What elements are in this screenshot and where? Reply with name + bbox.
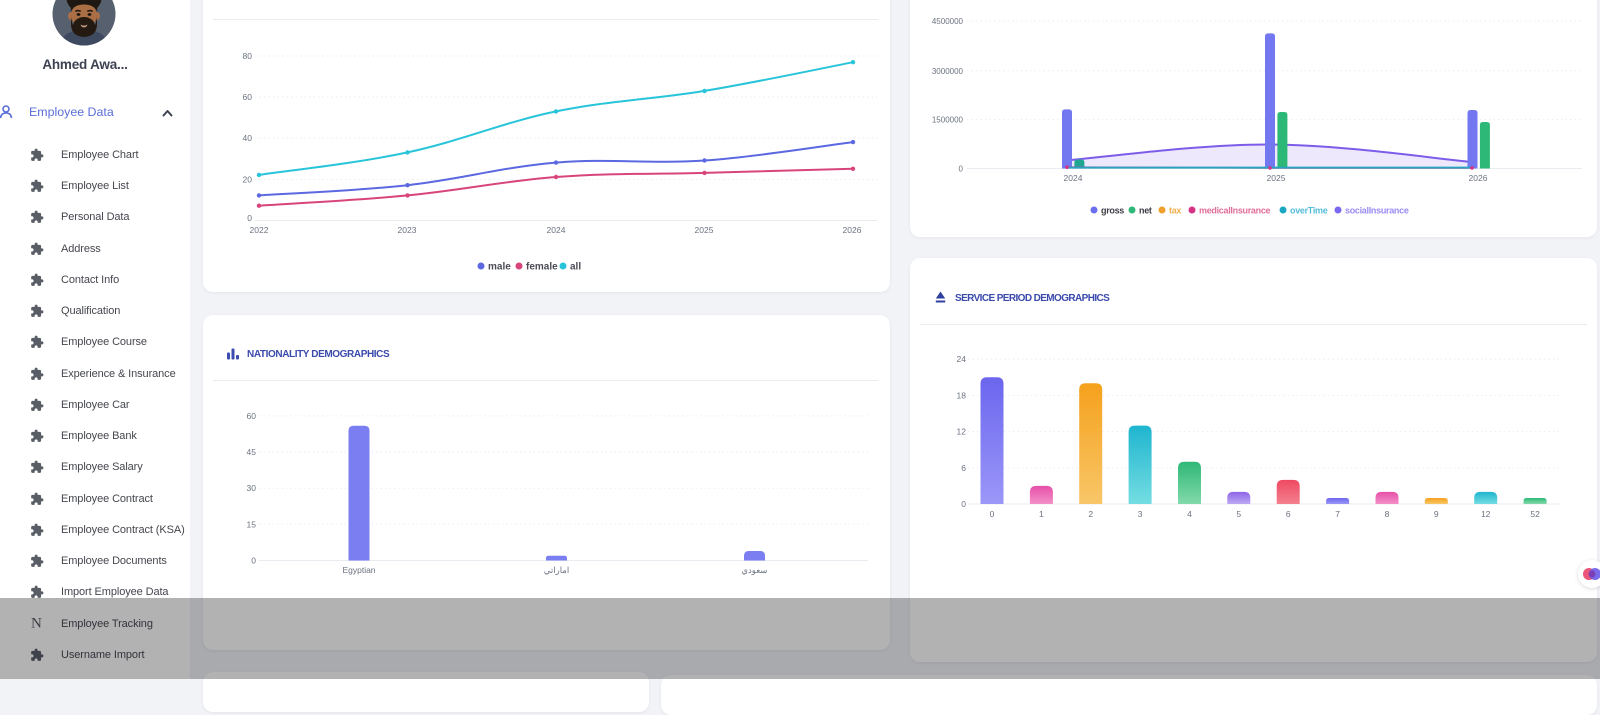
svg-text:6: 6 — [961, 463, 966, 473]
svg-text:80: 80 — [243, 51, 253, 61]
svg-text:6: 6 — [1286, 509, 1291, 519]
svg-text:0: 0 — [990, 509, 995, 519]
svg-text:1500000: 1500000 — [932, 116, 964, 125]
svg-text:2024: 2024 — [1064, 173, 1083, 183]
svg-text:2026: 2026 — [843, 225, 862, 235]
svg-text:12: 12 — [1481, 509, 1491, 519]
svg-text:45: 45 — [247, 447, 257, 457]
svg-text:1: 1 — [1039, 509, 1044, 519]
svg-text:tax: tax — [1169, 205, 1181, 215]
svg-text:8: 8 — [1385, 509, 1390, 519]
svg-text:2025: 2025 — [695, 225, 714, 235]
svg-text:5: 5 — [1236, 509, 1241, 519]
svg-text:40: 40 — [243, 133, 253, 143]
svg-text:52: 52 — [1530, 509, 1540, 519]
svg-text:0: 0 — [251, 556, 256, 566]
svg-text:12: 12 — [957, 427, 967, 437]
svg-text:Egyptian: Egyptian — [342, 565, 375, 575]
svg-text:all: all — [570, 262, 581, 273]
svg-text:24: 24 — [957, 354, 967, 364]
svg-text:2023: 2023 — [398, 225, 417, 235]
svg-text:2025: 2025 — [1267, 173, 1286, 183]
svg-text:2026: 2026 — [1469, 173, 1488, 183]
svg-text:اماراتي: اماراتي — [544, 565, 569, 576]
svg-text:4: 4 — [1187, 509, 1192, 519]
svg-text:0: 0 — [959, 165, 964, 174]
svg-text:medicalInsurance: medicalInsurance — [1199, 205, 1271, 215]
svg-text:male: male — [488, 262, 511, 273]
svg-text:0: 0 — [961, 499, 966, 509]
svg-text:0: 0 — [247, 213, 252, 223]
svg-text:60: 60 — [247, 411, 257, 421]
svg-text:9: 9 — [1434, 509, 1439, 519]
svg-text:gross: gross — [1101, 205, 1124, 215]
svg-text:سعودي: سعودي — [741, 565, 767, 576]
svg-text:20: 20 — [243, 175, 253, 185]
svg-text:SERVICE PERIOD DEMOGRAPHICS: SERVICE PERIOD DEMOGRAPHICS — [955, 293, 1110, 304]
svg-text:18: 18 — [957, 390, 967, 400]
svg-text:60: 60 — [243, 92, 253, 102]
svg-text:7: 7 — [1335, 509, 1340, 519]
svg-text:female: female — [526, 262, 558, 273]
svg-text:socialInsurance: socialInsurance — [1345, 205, 1409, 215]
svg-text:overTime: overTime — [1290, 205, 1328, 215]
svg-text:NATIONALITY DEMOGRAPHICS: NATIONALITY DEMOGRAPHICS — [247, 349, 390, 360]
svg-text:3000000: 3000000 — [932, 67, 964, 76]
svg-text:4500000: 4500000 — [932, 17, 964, 26]
svg-text:2: 2 — [1088, 509, 1093, 519]
svg-text:2024: 2024 — [547, 225, 566, 235]
svg-text:net: net — [1139, 205, 1152, 215]
svg-text:2022: 2022 — [250, 225, 269, 235]
svg-text:15: 15 — [247, 519, 257, 529]
svg-text:30: 30 — [247, 483, 257, 493]
svg-text:3: 3 — [1138, 509, 1143, 519]
